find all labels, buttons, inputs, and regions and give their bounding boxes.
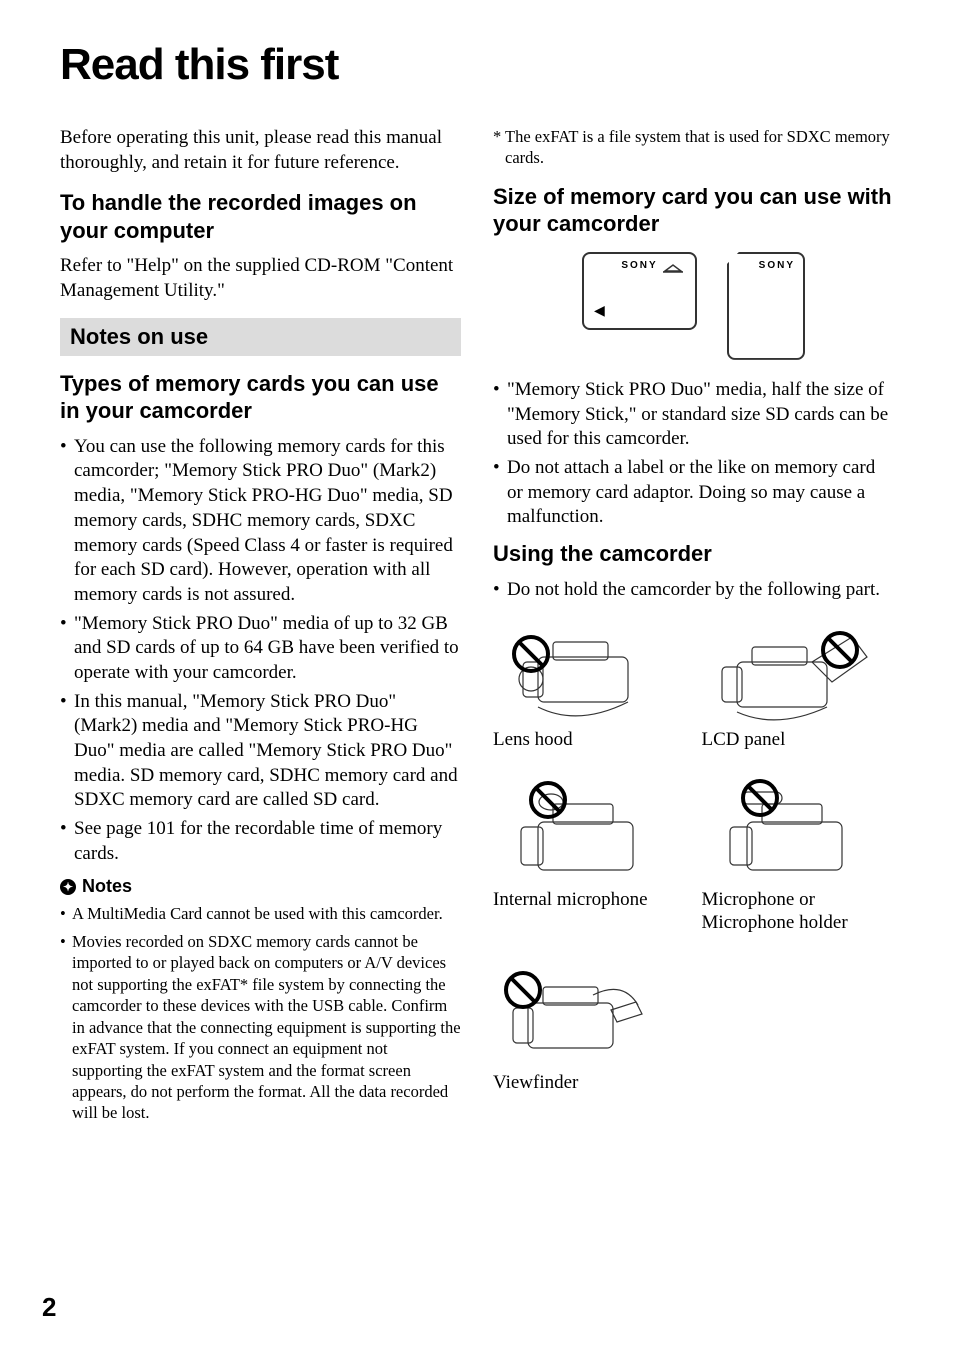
internal-mic-illustration	[493, 772, 663, 887]
heading-size-card: Size of memory card you can use with you…	[493, 183, 894, 238]
viewfinder-illustration	[493, 955, 663, 1070]
prohibit-icon	[514, 637, 548, 671]
memory-stick-card: SONY ◀	[582, 252, 697, 330]
list-item: You can use the following memory cards f…	[60, 435, 461, 608]
lcd-panel-cell: LCD panel	[702, 612, 895, 766]
camcorder-parts-grid: Lens hood	[493, 612, 894, 1108]
sd-card: SONY	[727, 252, 805, 360]
exfat-footnote: The exFAT is a file system that is used …	[493, 126, 894, 169]
memory-card-illustrations: SONY ◀ SONY	[493, 252, 894, 360]
lens-hood-illustration	[493, 612, 663, 727]
prohibit-icon	[506, 973, 540, 1007]
lens-hood-caption: Lens hood	[493, 729, 686, 752]
page-title: Read this first	[60, 40, 894, 90]
page-number: 2	[42, 1292, 56, 1323]
card-brand-label: SONY	[759, 260, 795, 271]
right-column: The exFAT is a file system that is used …	[493, 126, 894, 1130]
list-item: Do not hold the camcorder by the followi…	[493, 578, 894, 603]
heading-types-cards: Types of memory cards you can use in you…	[60, 370, 461, 425]
ms-arrow-icon: ◀	[594, 303, 605, 320]
list-item: Movies recorded on SDXC memory cards can…	[60, 931, 461, 1124]
mic-holder-illustration	[702, 772, 872, 887]
lcd-panel-illustration	[702, 612, 872, 727]
viewfinder-cell: Viewfinder	[493, 955, 686, 1109]
lens-hood-cell: Lens hood	[493, 612, 686, 766]
heading-notes-on-use: Notes on use	[60, 318, 461, 356]
list-item: "Memory Stick PRO Duo" media of up to 32…	[60, 612, 461, 686]
list-item: Do not attach a label or the like on mem…	[493, 456, 894, 530]
list-item: See page 101 for the recordable time of …	[60, 817, 461, 866]
prohibit-icon	[823, 633, 857, 667]
left-column: Before operating this unit, please read …	[60, 126, 461, 1130]
viewfinder-caption: Viewfinder	[493, 1072, 686, 1095]
internal-mic-caption: Internal microphone	[493, 889, 686, 912]
lcd-panel-caption: LCD panel	[702, 729, 895, 752]
size-bullet-list: "Memory Stick PRO Duo" media, half the s…	[493, 378, 894, 530]
prohibit-icon	[743, 781, 777, 815]
list-item: In this manual, "Memory Stick PRO Duo" (…	[60, 690, 461, 813]
notes-subheading: ✦ Notes	[60, 876, 461, 897]
list-item: A MultiMedia Card cannot be used with th…	[60, 903, 461, 924]
using-bullet-list: Do not hold the camcorder by the followi…	[493, 578, 894, 603]
content-columns: Before operating this unit, please read …	[60, 126, 894, 1130]
handle-images-body: Refer to "Help" on the supplied CD-ROM "…	[60, 254, 461, 303]
card-brand-label: SONY	[621, 260, 657, 271]
mic-holder-cell: Microphone or Microphone holder	[702, 772, 895, 949]
intro-paragraph: Before operating this unit, please read …	[60, 126, 461, 175]
heading-handle-images: To handle the recorded images on your co…	[60, 189, 461, 244]
internal-mic-cell: Internal microphone	[493, 772, 686, 949]
notes-label: Notes	[82, 876, 132, 897]
list-item: "Memory Stick PRO Duo" media, half the s…	[493, 378, 894, 452]
heading-using-camcorder: Using the camcorder	[493, 540, 894, 568]
types-bullet-list: You can use the following memory cards f…	[60, 435, 461, 867]
prohibit-icon	[531, 783, 565, 817]
notes-icon: ✦	[60, 879, 76, 895]
notes-bullet-list: A MultiMedia Card cannot be used with th…	[60, 903, 461, 1123]
mic-holder-caption: Microphone or Microphone holder	[702, 889, 895, 935]
ms-connector-icon	[663, 263, 683, 273]
